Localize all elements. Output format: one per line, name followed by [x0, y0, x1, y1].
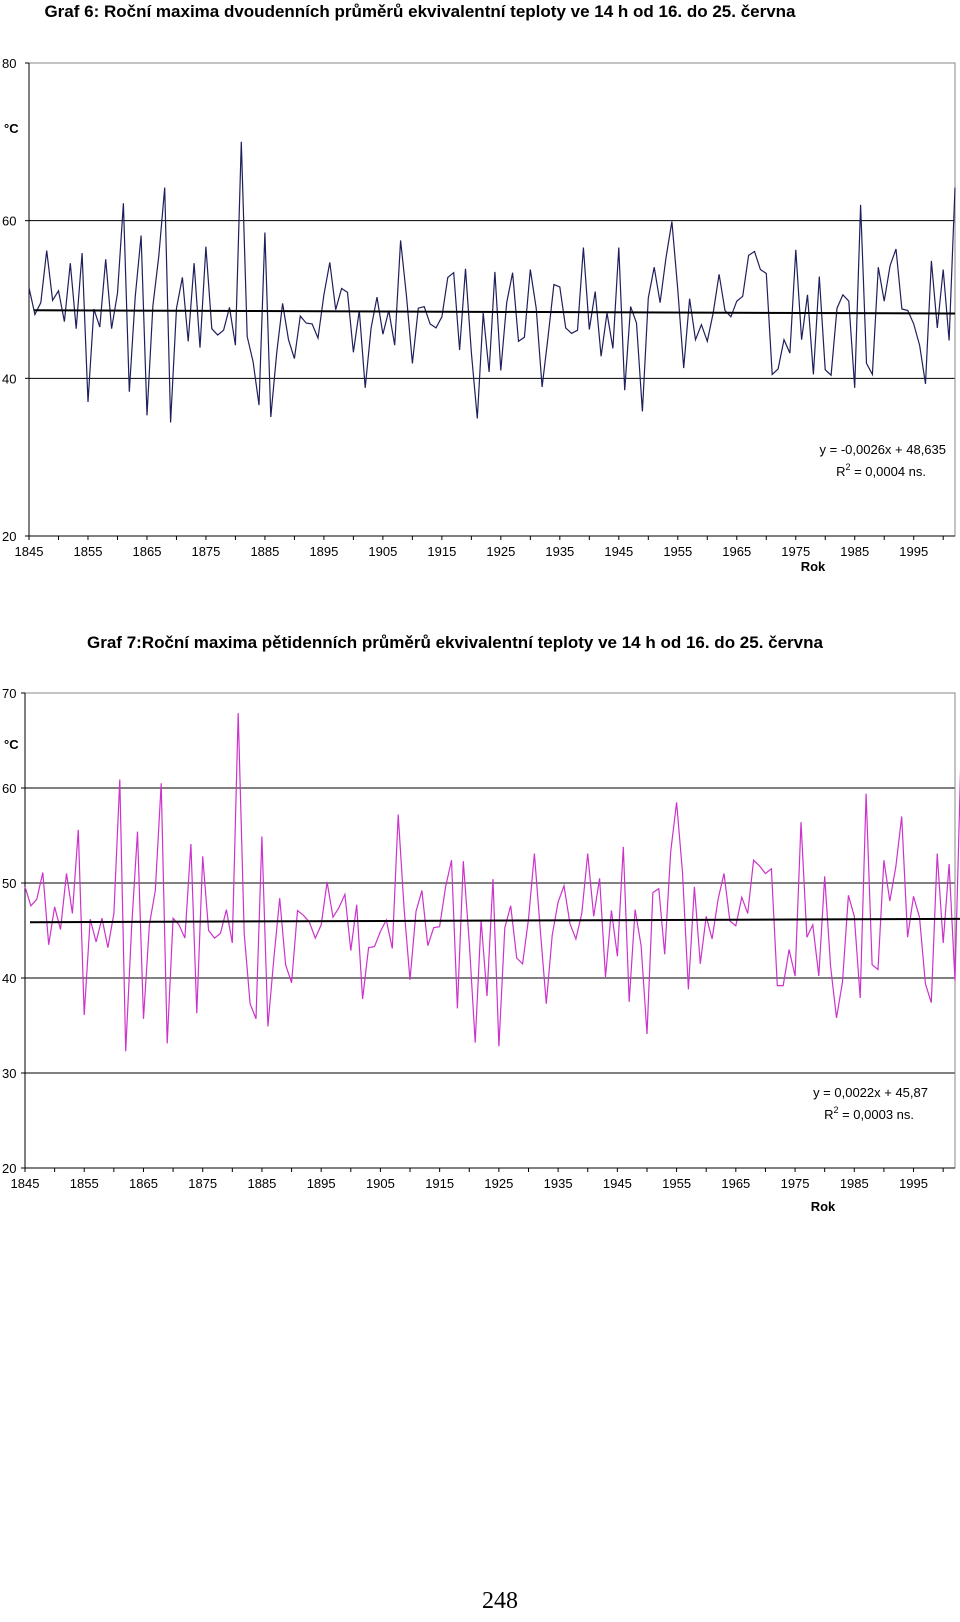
c1-x-tick-label: 1865: [133, 544, 162, 559]
c2-x-tick-label: 1865: [129, 1176, 158, 1191]
c2-x-tick-label: 1855: [70, 1176, 99, 1191]
c2-x-tick-label: 1975: [781, 1176, 810, 1191]
c1-x-tick-label: 1935: [545, 544, 574, 559]
c1-y-tick-label: 40: [2, 371, 16, 386]
c1-x-tick-label: 1965: [722, 544, 751, 559]
c2-x-tick-label: 1925: [484, 1176, 513, 1191]
chart1-svg: 20 40 60 80 1845 1855 1865 1875 1885 1895 1905 191…: [2, 56, 956, 574]
chart2-title: Graf 7:Roční maxima pětidenních průměrů …: [87, 633, 823, 652]
chart1-x-label: Rok: [801, 559, 826, 574]
c2-y-tick-label: 30: [2, 1066, 16, 1081]
c2-x-tick-label: 1895: [307, 1176, 336, 1191]
chart1-gridlines: [29, 220, 955, 379]
chart1-r2-value: = 0,0004 ns.: [850, 464, 926, 479]
c1-x-tick-label: 1895: [309, 544, 338, 559]
chart1-trend-equation: y = -0,0026x + 48,635: [820, 442, 946, 457]
chart2-r2-sup: 2: [833, 1105, 838, 1115]
chart1-r2-sup: 2: [845, 462, 850, 472]
c2-x-tick-label: 1885: [247, 1176, 276, 1191]
c2-x-tick-label: 1915: [425, 1176, 454, 1191]
chart2-svg: 20 30 40 50 60 70 1845 1855 1865 1875 1885 1895 190…: [2, 686, 960, 1214]
c1-x-tick-label: 1855: [74, 544, 103, 559]
c2-y-tick-label: 20: [2, 1161, 16, 1176]
chart2-series-line: [24, 712, 960, 1052]
c2-x-tick-label: 1945: [603, 1176, 632, 1191]
c1-y-tick-label: 20: [2, 529, 16, 544]
chart1-plot-frame: [28, 62, 956, 537]
page-number: 248: [482, 1588, 518, 1614]
c2-x-tick-label: 1985: [840, 1176, 869, 1191]
c1-x-tick-label: 1885: [250, 544, 279, 559]
chart2-trend-line: [29, 917, 960, 924]
c2-x-tick-label: 1935: [544, 1176, 573, 1191]
c1-x-tick-label: 1915: [427, 544, 456, 559]
chart1-r2: R2 = 0,0004 ns.: [836, 462, 926, 479]
chart1-title: Graf 6: Roční maxima dvoudenních průměrů…: [44, 2, 796, 21]
c2-x-tick-label: 1905: [366, 1176, 395, 1191]
chart2-gridlines: [25, 787, 955, 1074]
chart1-r2-prefix: R: [836, 464, 845, 479]
c2-y-tick-label: 60: [2, 781, 16, 796]
chart2-y-tick-labels: 20 30 40 50 60 70: [2, 686, 25, 1176]
c2-x-tick-label: 1965: [721, 1176, 750, 1191]
chart2-y-unit: °C: [4, 737, 19, 752]
c2-x-tick-label: 1955: [662, 1176, 691, 1191]
chart2-x-tick-labels: 1845 1855 1865 1875 1885 1895 1905 1915 1925 1935…: [11, 1168, 944, 1191]
chart1-y-tick-labels: 20 40 60 80: [2, 56, 29, 544]
c1-x-tick-label: 1845: [15, 544, 44, 559]
c2-y-tick-label: 40: [2, 971, 16, 986]
c1-x-tick-label: 1875: [191, 544, 220, 559]
c1-x-tick-label: 1905: [368, 544, 397, 559]
c1-x-tick-label: 1955: [663, 544, 692, 559]
c1-x-tick-label: 1945: [604, 544, 633, 559]
chart1-x-tick-labels: 1845 1855 1865 1875 1885 1895 1905 1915 1925 1935…: [15, 536, 944, 559]
c1-x-tick-label: 1925: [486, 544, 515, 559]
c1-y-tick-label: 60: [2, 214, 16, 229]
c1-x-tick-label: 1995: [899, 544, 928, 559]
c2-x-tick-label: 1995: [899, 1176, 928, 1191]
chart2-r2-value: = 0,0003 ns.: [838, 1107, 914, 1122]
c2-y-tick-label: 50: [2, 876, 16, 891]
chart1-trend-line: [33, 309, 956, 315]
chart1-series-line: [28, 141, 956, 423]
chart2-r2: R2 = 0,0003 ns.: [824, 1105, 914, 1122]
chart2-r2-prefix: R: [824, 1107, 833, 1122]
c1-x-tick-label: 1975: [781, 544, 810, 559]
c2-x-tick-label: 1875: [188, 1176, 217, 1191]
c1-x-tick-label: 1985: [840, 544, 869, 559]
chart1-y-unit: °C: [4, 121, 19, 136]
chart2-plot-frame: [24, 692, 956, 1169]
chart2-trend-equation: y = 0,0022x + 45,87: [813, 1085, 928, 1100]
c2-x-tick-label: 1845: [11, 1176, 40, 1191]
c1-y-tick-label: 80: [2, 56, 16, 71]
chart2-x-label: Rok: [811, 1199, 836, 1214]
c2-y-tick-label: 70: [2, 686, 16, 701]
